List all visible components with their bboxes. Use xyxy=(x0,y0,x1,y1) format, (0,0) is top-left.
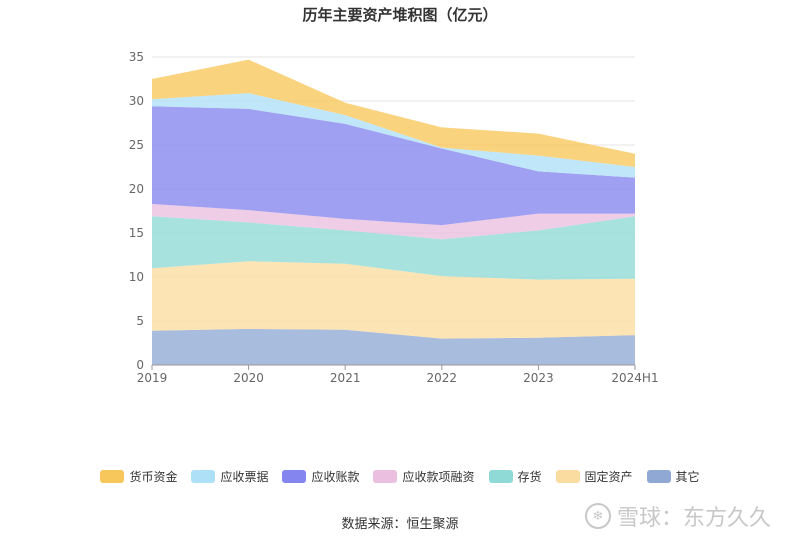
area-series-5 xyxy=(152,93,635,178)
y-tick-label: 30 xyxy=(129,94,144,108)
area-series-6 xyxy=(152,59,635,167)
y-tick-label: 25 xyxy=(129,138,144,152)
legend-label: 其它 xyxy=(675,470,700,484)
y-tick-label: 35 xyxy=(129,50,144,64)
legend-swatch xyxy=(646,470,671,483)
area-series-4 xyxy=(152,106,635,226)
watermark: ❄ 雪球：东方久久 xyxy=(585,500,790,532)
x-tick-label: 2020 xyxy=(233,371,264,385)
x-tick-label: 2021 xyxy=(330,371,361,385)
y-tick-label: 10 xyxy=(129,270,144,284)
x-tick-label: 2023 xyxy=(523,371,554,385)
legend-swatch xyxy=(555,470,580,483)
area-series-3 xyxy=(152,204,635,240)
legend-label: 应收账款 xyxy=(311,470,360,484)
legend-label: 存货 xyxy=(517,470,542,484)
legend-label: 货币资金 xyxy=(129,470,178,484)
area-series-0 xyxy=(152,328,635,365)
y-tick-label: 0 xyxy=(136,358,144,372)
legend-item[interactable]: 应收账款 xyxy=(282,468,359,485)
data-source-text: 数据来源：恒生聚源 xyxy=(341,517,459,532)
legend-swatch xyxy=(488,470,513,483)
y-tick-label: 20 xyxy=(129,182,144,196)
legend-item[interactable]: 应收票据 xyxy=(191,468,268,485)
legend-item[interactable]: 应收款项融资 xyxy=(373,468,475,485)
x-tick-label: 2022 xyxy=(427,371,458,385)
legend-swatch xyxy=(373,470,398,483)
legend-label: 应收款项融资 xyxy=(402,470,475,484)
x-tick-label: 2024H1 xyxy=(611,371,658,385)
chart-legend: 货币资金 应收票据 应收账款 应收款项融资 存货 固定资产 其它 xyxy=(0,468,800,485)
watermark-text: 雪球：东方久久 xyxy=(617,506,772,531)
stacked-area-chart: 0 5 10 15 20 25 30 35 2019 2020 2021 2022 2023 2024H1 xyxy=(129,50,659,385)
legend-item[interactable]: 其它 xyxy=(646,468,700,485)
legend-swatch xyxy=(100,470,125,483)
legend-item[interactable]: 货币资金 xyxy=(100,468,177,485)
legend-item[interactable]: 固定资产 xyxy=(555,468,633,485)
area-series-2 xyxy=(152,216,635,280)
area-series-1 xyxy=(152,261,635,339)
snowball-logo-icon: ❄ xyxy=(585,503,611,529)
x-tick-label: 2019 xyxy=(137,371,168,385)
legend-swatch xyxy=(191,470,216,483)
legend-label: 应收票据 xyxy=(220,470,269,484)
y-tick-label: 15 xyxy=(129,226,144,240)
legend-swatch xyxy=(282,470,307,483)
legend-item[interactable]: 存货 xyxy=(488,468,542,485)
legend-label: 固定资产 xyxy=(584,470,633,484)
chart-title: 历年主要资产堆积图（亿元） xyxy=(302,6,498,24)
y-tick-label: 5 xyxy=(136,314,144,328)
